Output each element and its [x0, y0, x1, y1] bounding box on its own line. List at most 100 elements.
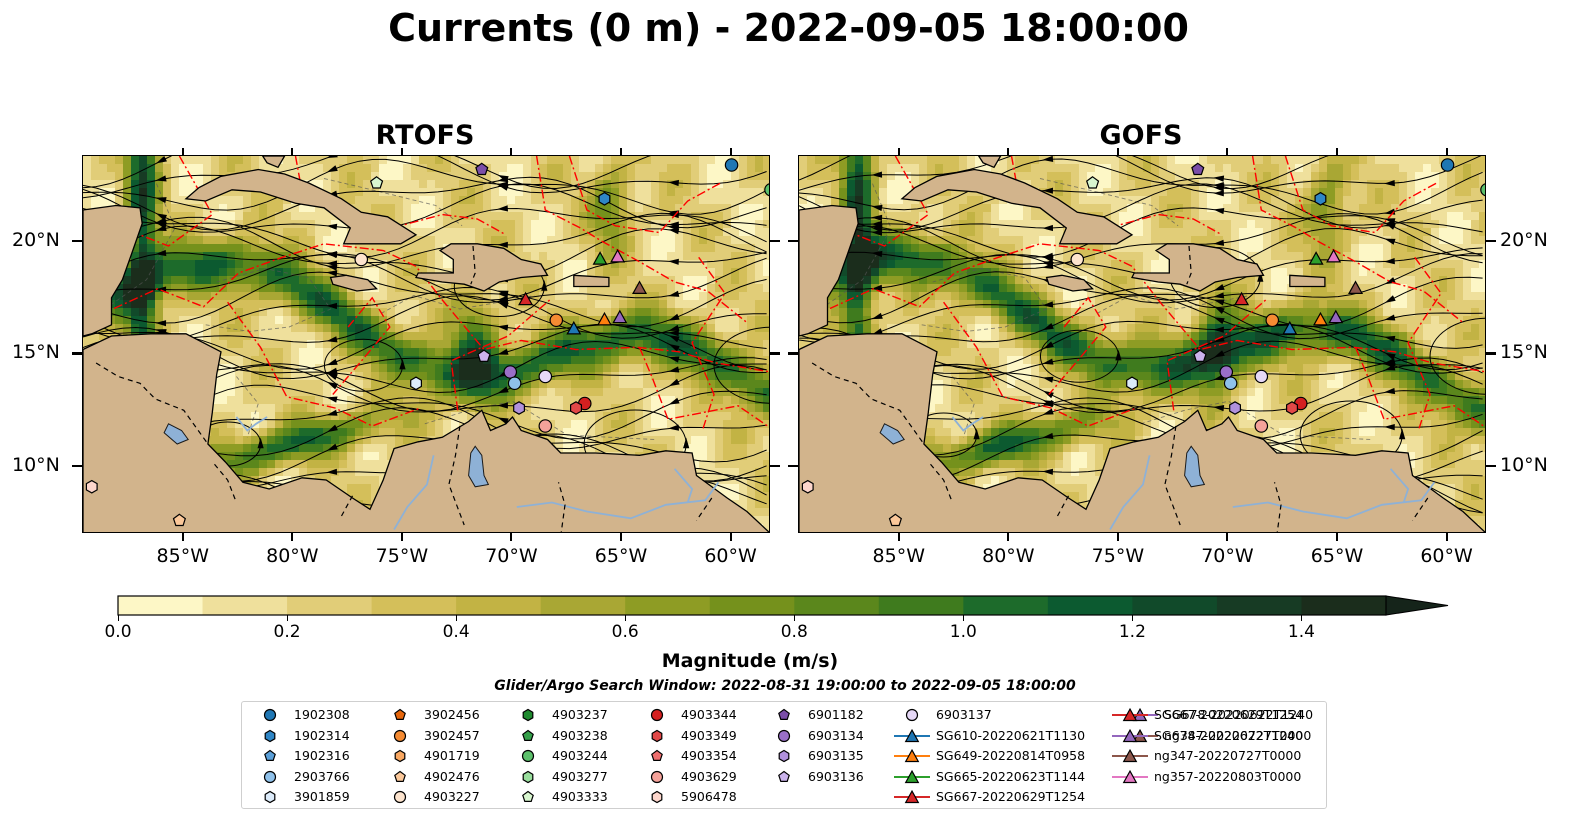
magnitude-cell: [291, 404, 300, 413]
magnitude-cell: [619, 196, 628, 205]
magnitude-cell: [355, 180, 364, 189]
magnitude-cell: [275, 476, 284, 485]
magnitude-cell: [659, 372, 668, 381]
magnitude-cell: [1423, 188, 1432, 197]
magnitude-cell: [1327, 172, 1336, 181]
magnitude-cell: [755, 212, 764, 221]
magnitude-cell: [659, 420, 668, 429]
magnitude-cell: [747, 372, 756, 381]
magnitude-cell: [619, 180, 628, 189]
magnitude-cell: [1215, 164, 1224, 173]
magnitude-cell: [459, 380, 468, 389]
magnitude-cell: [1135, 180, 1144, 189]
magnitude-cell: [739, 212, 748, 221]
magnitude-cell: [739, 484, 748, 493]
magnitude-cell: [243, 316, 252, 325]
magnitude-cell: [619, 412, 628, 421]
magnitude-cell: [1191, 172, 1200, 181]
magnitude-cell: [395, 164, 404, 173]
magnitude-cell: [659, 180, 668, 189]
magnitude-cell: [267, 268, 276, 277]
magnitude-cell: [683, 172, 692, 181]
magnitude-cell: [299, 316, 308, 325]
magnitude-cell: [707, 476, 716, 485]
magnitude-cell: [731, 436, 740, 445]
magnitude-cell: [683, 532, 692, 533]
magnitude-cell: [219, 212, 228, 221]
magnitude-cell: [627, 212, 636, 221]
magnitude-cell: [307, 460, 316, 469]
magnitude-cell: [747, 236, 756, 245]
magnitude-cell: [467, 364, 476, 373]
magnitude-cell: [531, 196, 540, 205]
magnitude-cell: [459, 172, 468, 181]
magnitude-cell: [355, 188, 364, 197]
magnitude-cell: [219, 268, 228, 277]
magnitude-cell: [379, 444, 388, 453]
magnitude-cell: [1023, 204, 1032, 213]
magnitude-cell: [443, 396, 452, 405]
magnitude-cell: [547, 220, 556, 229]
magnitude-cell: [603, 172, 612, 181]
magnitude-cell: [683, 340, 692, 349]
magnitude-cell: [283, 468, 292, 477]
magnitude-cell: [731, 420, 740, 429]
magnitude-cell: [387, 372, 396, 381]
magnitude-cell: [379, 292, 388, 301]
magnitude-cell: [419, 292, 428, 301]
magnitude-cell: [283, 404, 292, 413]
magnitude-cell: [563, 316, 572, 325]
magnitude-cell: [635, 532, 644, 533]
magnitude-cell: [619, 332, 628, 341]
magnitude-cell: [1399, 180, 1408, 189]
magnitude-cell: [635, 236, 644, 245]
magnitude-cell: [355, 356, 364, 365]
magnitude-cell: [299, 332, 308, 341]
magnitude-cell: [595, 412, 604, 421]
magnitude-cell: [435, 396, 444, 405]
magnitude-cell: [267, 276, 276, 285]
magnitude-cell: [763, 404, 769, 413]
magnitude-cell: [355, 492, 364, 501]
magnitude-cell: [267, 404, 276, 413]
magnitude-cell: [1471, 188, 1480, 197]
magnitude-cell: [275, 292, 284, 301]
magnitude-cell: [1351, 196, 1360, 205]
magnitude-cell: [291, 204, 300, 213]
magnitude-cell: [895, 180, 904, 189]
magnitude-cell: [275, 260, 284, 269]
magnitude-cell: [667, 268, 676, 277]
magnitude-cell: [651, 252, 660, 261]
streamline-arrow: [326, 381, 338, 390]
magnitude-cell: [515, 332, 524, 341]
magnitude-cell: [555, 364, 564, 373]
magnitude-cell: [483, 228, 492, 237]
magnitude-cell: [855, 204, 864, 213]
magnitude-cell: [307, 452, 316, 461]
magnitude-cell: [435, 316, 444, 325]
magnitude-cell: [627, 276, 636, 285]
magnitude-cell: [491, 340, 500, 349]
magnitude-cell: [515, 388, 524, 397]
magnitude-cell: [539, 252, 548, 261]
magnitude-cell: [227, 404, 236, 413]
magnitude-cell: [1319, 172, 1328, 181]
magnitude-cell: [531, 212, 540, 221]
magnitude-cell: [579, 292, 588, 301]
magnitude-cell: [587, 372, 596, 381]
magnitude-cell: [635, 404, 644, 413]
magnitude-cell: [707, 380, 716, 389]
magnitude-cell: [1343, 188, 1352, 197]
magnitude-cell: [355, 292, 364, 301]
magnitude-cell: [1175, 180, 1184, 189]
magnitude-cell: [219, 452, 228, 461]
magnitude-cell: [499, 292, 508, 301]
magnitude-cell: [523, 204, 532, 213]
magnitude-cell: [411, 228, 420, 237]
magnitude-cell: [331, 532, 340, 533]
magnitude-cell: [603, 300, 612, 309]
magnitude-cell: [651, 292, 660, 301]
magnitude-cell: [275, 372, 284, 381]
magnitude-cell: [307, 356, 316, 365]
magnitude-cell: [1183, 156, 1192, 165]
